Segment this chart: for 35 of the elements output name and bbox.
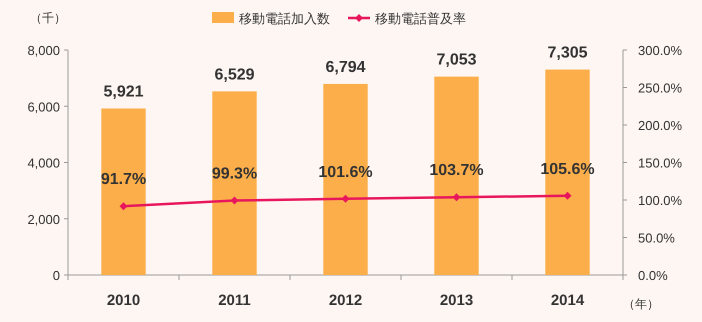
x-tick-label: 2010 (106, 292, 140, 309)
x-tick-label: 2013 (440, 292, 474, 309)
bar (212, 91, 257, 275)
x-axis-title: （年） (623, 297, 659, 311)
point (120, 202, 128, 210)
point (564, 192, 572, 200)
data-label: 5,921 (103, 83, 144, 100)
x-tick-label: 2012 (328, 292, 362, 309)
data-label: 6,794 (325, 58, 366, 76)
data-label: 99.3% (212, 166, 258, 183)
data-label: 6,529 (214, 66, 255, 84)
data-label: 7,305 (547, 44, 588, 62)
bar (101, 108, 146, 275)
y2-tick-label: 200.0% (638, 118, 683, 133)
point (342, 194, 350, 203)
y2-tick-label: 0.0% (638, 268, 668, 283)
x-tick-label: 2014 (550, 292, 585, 309)
point (230, 196, 238, 205)
y2-tick-label: 300.0% (638, 43, 683, 58)
y-tick-label: 8,000 (27, 43, 60, 58)
y-tick-label: 2,000 (27, 212, 60, 227)
y-tick-label: 0 (52, 268, 60, 283)
data-label: 91.7% (100, 171, 146, 188)
y-tick-label: 6,000 (27, 99, 60, 114)
y-axis-title: （千） (30, 11, 66, 25)
point (452, 193, 460, 202)
data-label: 7,053 (436, 52, 477, 69)
x-tick-label: 2011 (218, 292, 251, 309)
y2-tick-label: 150.0% (638, 156, 683, 170)
legend-label: 移動電話加入数 (239, 11, 330, 26)
legend-label: 移動電話普及率 (375, 11, 466, 26)
y2-tick-label: 250.0% (638, 80, 683, 96)
y2-tick-label: 50.0% (638, 230, 676, 246)
y-tick-label: 4,000 (27, 156, 60, 170)
y2-tick-label: 100.0% (638, 193, 683, 208)
